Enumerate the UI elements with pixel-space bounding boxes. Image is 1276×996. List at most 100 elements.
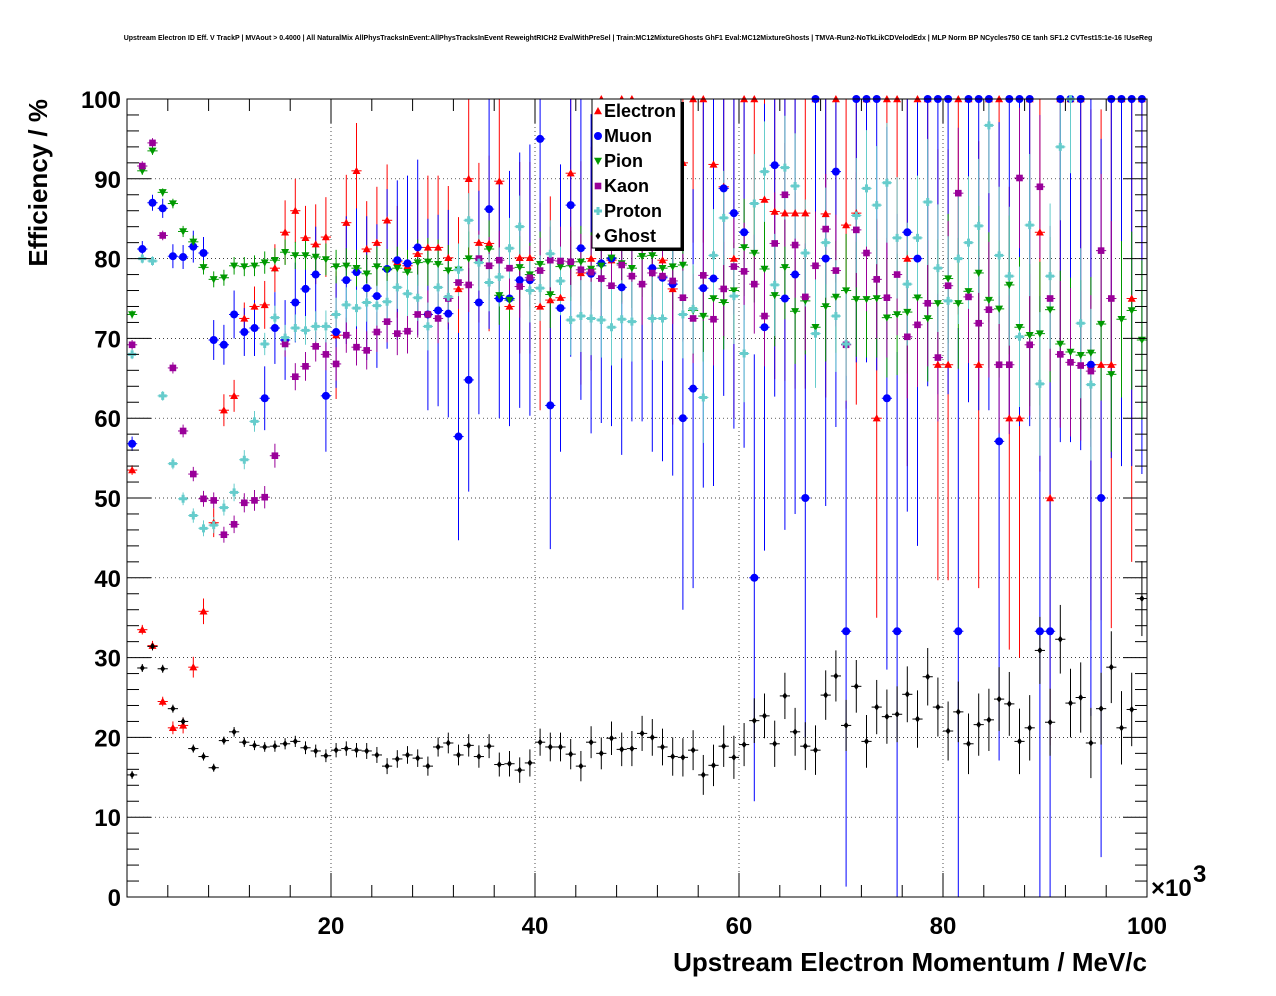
data-point — [1006, 361, 1013, 369]
data-point — [474, 258, 483, 267]
data-point — [700, 771, 706, 779]
data-point — [668, 263, 677, 271]
data-point — [250, 417, 259, 426]
data-point — [1129, 705, 1135, 713]
data-point — [1046, 306, 1055, 314]
data-point — [801, 249, 810, 258]
data-point — [434, 260, 443, 269]
data-point — [741, 741, 747, 749]
x-tick-label: 100 — [1127, 913, 1167, 940]
data-point — [1088, 739, 1094, 747]
data-point — [597, 316, 606, 325]
data-point — [291, 206, 300, 214]
data-point — [414, 311, 421, 318]
data-point — [139, 162, 146, 170]
data-point — [945, 727, 951, 735]
data-point — [903, 228, 912, 237]
data-point — [342, 276, 351, 285]
x-tick-label: 40 — [522, 913, 549, 940]
data-point — [342, 300, 351, 309]
data-point — [567, 258, 574, 266]
data-point — [913, 233, 922, 242]
data-point — [719, 299, 728, 307]
data-point — [362, 284, 371, 293]
data-point — [1107, 360, 1116, 368]
data-point — [689, 315, 697, 322]
data-point — [464, 255, 473, 263]
data-point — [180, 717, 186, 725]
data-point — [680, 753, 686, 761]
data-point — [444, 253, 453, 262]
data-point — [1047, 718, 1053, 726]
data-point — [321, 322, 330, 331]
data-point — [292, 737, 298, 745]
data-point — [190, 470, 197, 478]
data-point — [566, 316, 575, 325]
data-point — [893, 271, 901, 278]
data-point — [1127, 294, 1136, 302]
data-point — [760, 195, 769, 203]
data-point — [536, 284, 545, 293]
data-point — [179, 427, 187, 435]
legend: Electron Muon Pion Kaon Proton Ghost — [591, 98, 684, 251]
data-point — [944, 360, 953, 368]
data-point — [729, 254, 738, 262]
x-tick-label: 20 — [318, 913, 345, 940]
data-point — [933, 300, 942, 308]
data-point — [821, 254, 830, 263]
data-point — [914, 321, 921, 329]
data-point — [199, 524, 208, 533]
data-point — [1015, 332, 1024, 341]
data-point — [1035, 228, 1044, 236]
data-point — [915, 715, 920, 723]
data-point — [250, 324, 259, 333]
data-point — [1097, 247, 1105, 254]
data-point — [832, 267, 840, 274]
data-point — [362, 298, 371, 307]
data-point — [383, 297, 392, 306]
data-point — [230, 262, 239, 270]
data-point — [485, 262, 493, 270]
legend-label-electron: Electron — [604, 101, 676, 121]
data-point — [882, 394, 891, 403]
data-point — [372, 263, 381, 271]
data-point — [1086, 380, 1095, 389]
legend-label-kaon: Kaon — [604, 176, 649, 196]
data-point — [711, 761, 716, 769]
y-tick-label: 70 — [94, 326, 121, 353]
data-point — [822, 225, 829, 233]
data-point — [168, 459, 177, 468]
data-point — [996, 695, 1002, 703]
legend-label-pion: Pion — [604, 151, 643, 171]
y-axis-title: Efficiency / % — [23, 99, 53, 267]
data-point — [444, 267, 453, 275]
data-point — [148, 256, 157, 265]
data-point — [1056, 340, 1065, 348]
data-point — [588, 738, 594, 746]
data-point — [200, 495, 207, 503]
data-point — [455, 279, 462, 286]
legend-label-ghost: Ghost — [604, 226, 656, 246]
data-point — [1108, 663, 1114, 671]
data-point — [413, 259, 422, 267]
data-point — [464, 216, 473, 225]
data-point — [884, 713, 890, 721]
data-point — [546, 249, 555, 258]
data-point — [311, 240, 320, 248]
data-point — [220, 531, 228, 539]
data-point — [343, 745, 349, 753]
data-point — [944, 282, 952, 290]
data-point — [516, 283, 523, 290]
data-point — [1086, 349, 1095, 357]
data-point — [383, 266, 392, 274]
data-point — [190, 745, 196, 753]
data-point — [995, 361, 1003, 369]
data-point — [617, 315, 626, 324]
data-point — [1057, 635, 1063, 643]
data-point — [903, 308, 912, 317]
data-point — [536, 267, 544, 274]
data-point — [525, 253, 534, 262]
y-tick-label: 40 — [94, 566, 121, 593]
data-point — [169, 364, 177, 372]
data-point — [720, 285, 727, 293]
